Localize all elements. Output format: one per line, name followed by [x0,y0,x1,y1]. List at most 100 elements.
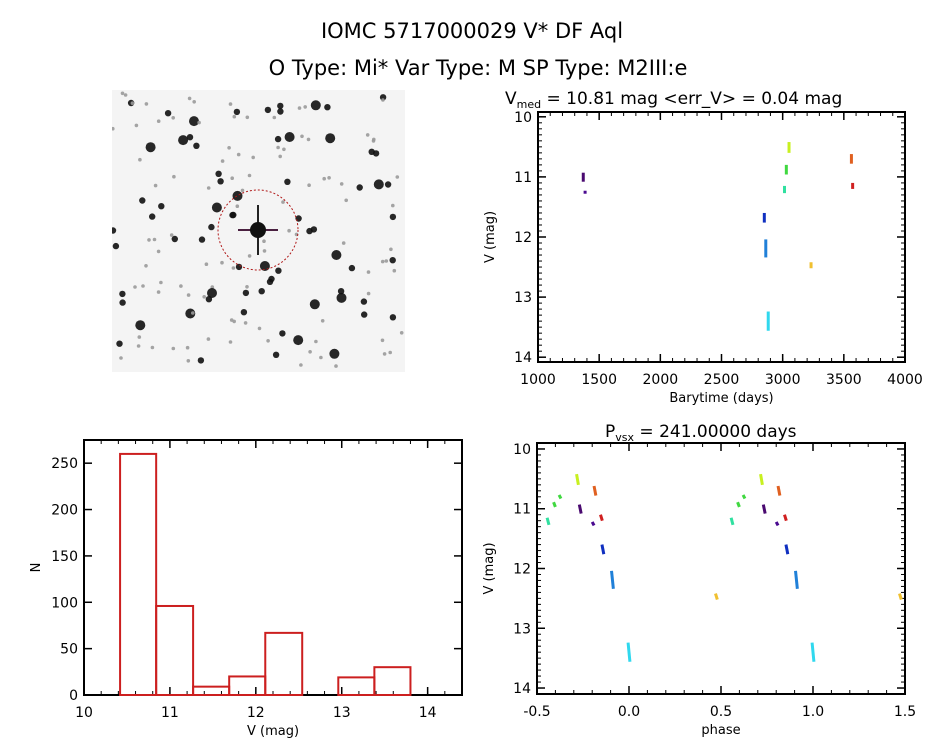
star-icon [235,263,243,271]
star-icon [389,213,397,221]
star-icon [361,311,368,318]
star-icon [399,331,404,335]
star-icon [145,142,156,153]
star-icon [331,250,342,260]
phase-curve-chart: Pvsx = 241.00000 days -0.5 0.0 0.5 1.0 1.5 10… [482,422,916,738]
star-icon [310,100,321,111]
star-icon [245,115,250,120]
star-icon [274,135,282,143]
x-axis-label: Barytime (days) [669,391,773,406]
star-icon [120,91,125,96]
star-icon [112,126,115,131]
x-tick-label: 0.0 [618,704,640,720]
y-tick-label: 10 [514,110,532,126]
data-point [610,570,615,589]
y-axis-label: V (mag) [482,542,497,594]
star-icon [277,108,284,115]
star-icon [247,254,252,258]
histogram-chart: 10 11 12 13 14 0 50 100 150 200 250 V (mag) N [29,439,463,739]
light-curve-title: Vmed = 10.81 mag <err_V> = 0.04 mag [505,89,842,111]
star-icon [230,211,237,219]
star-icon [217,178,224,185]
star-icon [389,247,393,252]
star-icon [309,299,320,310]
star-icon [228,340,233,344]
data-point [729,517,735,526]
star-icon [299,363,303,367]
star-icon [275,267,282,274]
x-tick-label: 0.5 [710,704,732,720]
star-icon [138,157,142,162]
star-icon [153,183,158,188]
star-icon [192,100,196,104]
histogram-bar [155,604,195,696]
star-icon [259,261,270,271]
data-point [810,642,816,662]
star-icon [306,137,311,142]
star-icon [171,346,176,351]
star-icon [356,184,363,191]
x-tick-label: 13 [333,705,351,721]
star-icon [395,175,400,179]
star-icon [268,275,275,283]
star-icon [314,339,318,344]
x-tick-label: 1.0 [802,704,824,720]
star-icon [185,345,190,350]
star-icon [391,203,395,208]
y-tick-label: 100 [51,595,78,611]
x-tick-label: 10 [75,705,93,721]
star-icon [295,215,302,222]
target-aperture-circle [217,189,299,271]
star-icon [150,345,155,350]
star-icon [258,288,265,295]
star-icon [392,268,397,273]
histogram-bar [373,666,412,697]
star-icon [112,242,120,250]
finder-image [112,90,405,372]
data-point [626,642,632,662]
star-icon [284,132,295,142]
star-icon [262,249,267,253]
star-icon [159,280,163,285]
x-axis-label: V (mag) [247,724,299,739]
data-point [759,473,764,486]
star-icon [257,326,262,331]
star-icon [264,106,272,114]
star-icon [287,228,291,233]
star-icon [322,176,327,181]
star-icon [339,182,344,186]
data-point [600,544,606,555]
star-icon [380,338,385,343]
star-field [112,91,404,368]
x-tick-label: 12 [247,705,265,721]
x-tick-label: 3500 [826,372,862,388]
x-tick-label: 1500 [581,372,617,388]
star-icon [171,235,178,243]
histogram-bar [228,675,267,696]
star-icon [297,106,302,110]
plot-frame [537,111,906,363]
star-icon [293,335,304,346]
star-icon [240,188,245,193]
data-point [592,485,598,496]
star-icon [308,350,312,354]
star-icon [251,155,255,160]
star-icon [119,356,123,360]
x-tick-label: 2000 [643,372,679,388]
data-point [599,514,604,522]
star-icon [329,348,340,359]
star-icon [116,340,123,347]
x-tick-label: 14 [419,705,437,721]
star-icon [147,238,151,242]
data-point [783,514,788,522]
star-icon [348,264,356,272]
star-icon [389,314,397,321]
star-icon [134,123,139,128]
star-icon [277,102,284,110]
x-tick-label: 2500 [704,372,740,388]
star-icon [281,200,285,204]
plot-frame [83,439,463,696]
star-icon [324,104,331,111]
star-icon [319,355,323,360]
x-tick-label: 11 [161,705,179,721]
